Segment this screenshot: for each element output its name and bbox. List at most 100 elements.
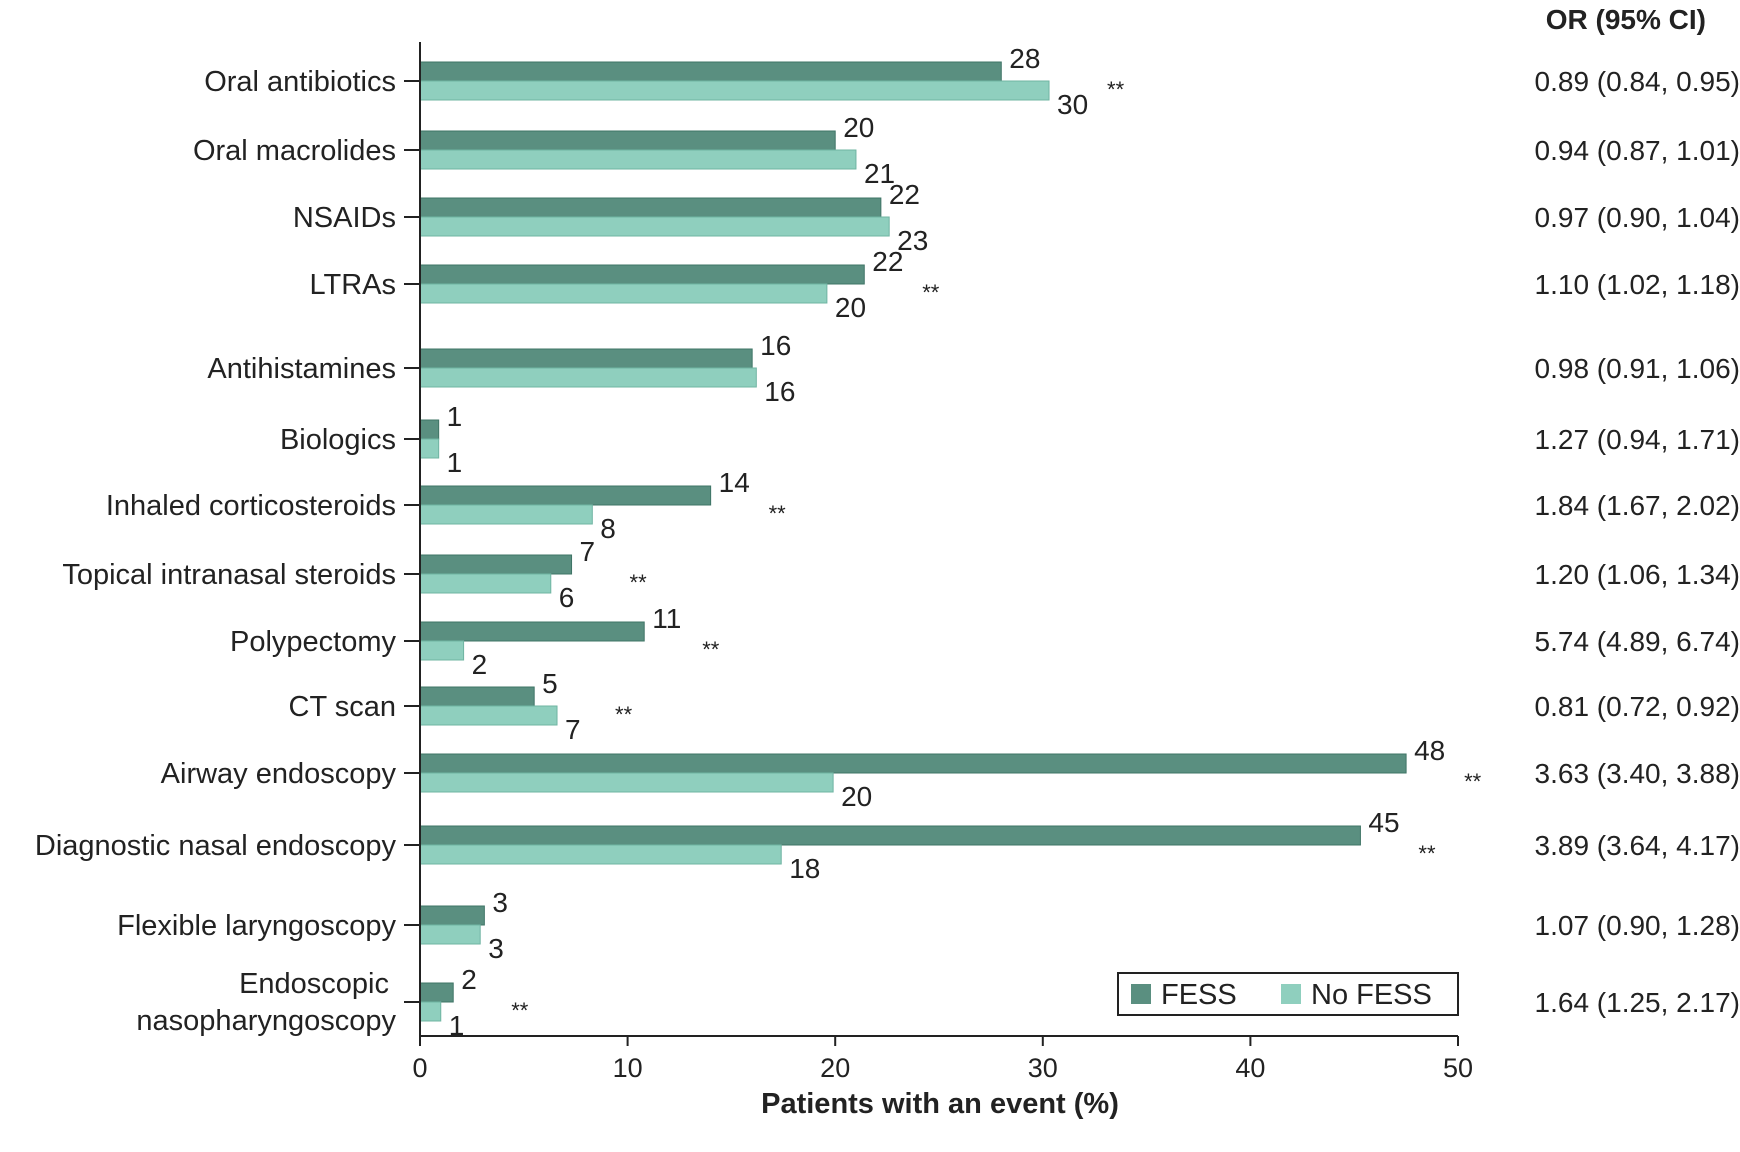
significance-marker: ** — [511, 998, 529, 1023]
bar-no-fess — [419, 283, 828, 304]
value-label-fess: 48 — [1414, 735, 1445, 766]
value-label-fess: 11 — [652, 603, 681, 634]
category-label: Antihistamines — [207, 353, 396, 385]
axes — [419, 42, 1458, 1037]
legend-swatch-no-fess — [1281, 984, 1301, 1004]
value-label-fess: 28 — [1009, 43, 1040, 74]
x-tick-label: 30 — [1028, 1053, 1058, 1083]
significance-marker: ** — [922, 280, 940, 305]
odds-ratio-value: 1.84 (1.67, 2.02) — [1535, 490, 1740, 521]
significance-marker: ** — [1418, 841, 1436, 866]
category-label: CT scan — [289, 691, 396, 723]
bar-no-fess — [419, 640, 465, 661]
legend: FESS No FESS — [1117, 972, 1459, 1016]
category-label: Diagnostic nasal endoscopy — [35, 830, 397, 862]
value-label-fess: 3 — [492, 887, 508, 918]
x-tick-label: 10 — [613, 1053, 643, 1083]
bar-fess — [419, 753, 1407, 774]
value-label-fess: 16 — [760, 330, 791, 361]
value-label-fess: 45 — [1368, 807, 1399, 838]
value-label-no-fess: 16 — [764, 376, 795, 407]
or-header: OR (95% CI) — [1546, 4, 1706, 35]
value-label-fess: 2 — [461, 964, 477, 995]
bar-no-fess — [419, 367, 757, 388]
bar-no-fess — [419, 705, 558, 726]
bar-fess — [419, 348, 753, 369]
bar-no-fess — [419, 924, 481, 945]
category-label: Endoscopic nasopharyngoscopy — [136, 968, 396, 1037]
bar-fess — [419, 825, 1361, 846]
significance-marker: ** — [769, 501, 787, 526]
value-label-fess: 5 — [542, 668, 558, 699]
bar-no-fess — [419, 216, 890, 237]
x-tick-label: 50 — [1443, 1053, 1473, 1083]
value-label-no-fess: 18 — [789, 853, 820, 884]
value-label-no-fess: 23 — [897, 225, 928, 256]
category-label: Oral antibiotics — [204, 66, 396, 98]
significance-marker: ** — [1107, 77, 1125, 102]
odds-ratio-value: 1.10 (1.02, 1.18) — [1535, 269, 1740, 300]
bar-fess — [419, 686, 535, 707]
value-label-fess: 14 — [719, 467, 750, 498]
bar-fess — [419, 197, 882, 218]
bar-no-fess — [419, 1001, 442, 1022]
x-tick-label: 20 — [820, 1053, 850, 1083]
bar-fess — [419, 264, 865, 285]
value-label-fess: 20 — [843, 112, 874, 143]
odds-ratio-value: 5.74 (4.89, 6.74) — [1535, 626, 1740, 657]
odds-ratio-value: 1.07 (0.90, 1.28) — [1535, 910, 1740, 941]
value-label-fess: 22 — [889, 179, 920, 210]
bar-no-fess — [419, 504, 593, 525]
x-tick-label: 40 — [1235, 1053, 1265, 1083]
bar-no-fess — [419, 438, 440, 459]
category-label: Polypectomy — [230, 626, 397, 658]
value-label-fess: 1 — [447, 401, 463, 432]
significance-marker: ** — [702, 637, 720, 662]
category-label: LTRAs — [310, 269, 396, 301]
legend-label-fess: FESS — [1161, 979, 1237, 1011]
odds-ratio-value: 0.81 (0.72, 0.92) — [1535, 691, 1740, 722]
x-tick-label: 0 — [412, 1053, 427, 1083]
value-label-no-fess: 20 — [835, 292, 866, 323]
bar-no-fess — [419, 80, 1050, 101]
value-label-no-fess: 1 — [449, 1010, 465, 1041]
bar-fess — [419, 554, 573, 575]
value-label-no-fess: 21 — [864, 158, 895, 189]
category-label: Flexible laryngoscopy — [117, 910, 396, 942]
x-axis-title: Patients with an event (%) — [761, 1088, 1119, 1120]
category-label: Inhaled corticosteroids — [106, 490, 396, 522]
significance-marker: ** — [1464, 769, 1482, 794]
bar-no-fess — [419, 844, 782, 865]
bar-no-fess — [419, 149, 857, 170]
significance-marker: ** — [630, 570, 648, 595]
odds-ratio-value: 0.98 (0.91, 1.06) — [1535, 353, 1740, 384]
category-label: Airway endoscopy — [161, 758, 397, 790]
bar-fess — [419, 621, 645, 642]
bar-fess — [419, 61, 1002, 82]
value-label-no-fess: 20 — [841, 781, 872, 812]
odds-ratio-value: 1.20 (1.06, 1.34) — [1535, 559, 1740, 590]
odds-ratio-value: 0.97 (0.90, 1.04) — [1535, 202, 1740, 233]
bar-fess — [419, 130, 836, 151]
value-label-fess: 7 — [580, 536, 596, 567]
category-label: NSAIDs — [293, 202, 396, 234]
category-label: Biologics — [280, 424, 396, 456]
bar-no-fess — [419, 573, 552, 594]
category-label: Topical intranasal steroids — [62, 559, 396, 591]
bar-fess — [419, 419, 440, 440]
bar-fess — [419, 905, 485, 926]
odds-ratio-value: 1.64 (1.25, 2.17) — [1535, 987, 1740, 1018]
bar-fess — [419, 982, 454, 1003]
category-label: Oral macrolides — [193, 135, 396, 167]
legend-swatch-fess — [1131, 984, 1151, 1004]
legend-label-no-fess: No FESS — [1311, 979, 1432, 1011]
value-label-fess: 22 — [872, 246, 903, 277]
value-label-no-fess: 30 — [1057, 89, 1088, 120]
significance-marker: ** — [615, 702, 633, 727]
value-label-no-fess: 6 — [559, 582, 575, 613]
value-label-no-fess: 2 — [472, 649, 488, 680]
odds-ratio-value: 0.94 (0.87, 1.01) — [1535, 135, 1740, 166]
value-label-no-fess: 1 — [447, 447, 463, 478]
value-label-no-fess: 7 — [565, 714, 581, 745]
